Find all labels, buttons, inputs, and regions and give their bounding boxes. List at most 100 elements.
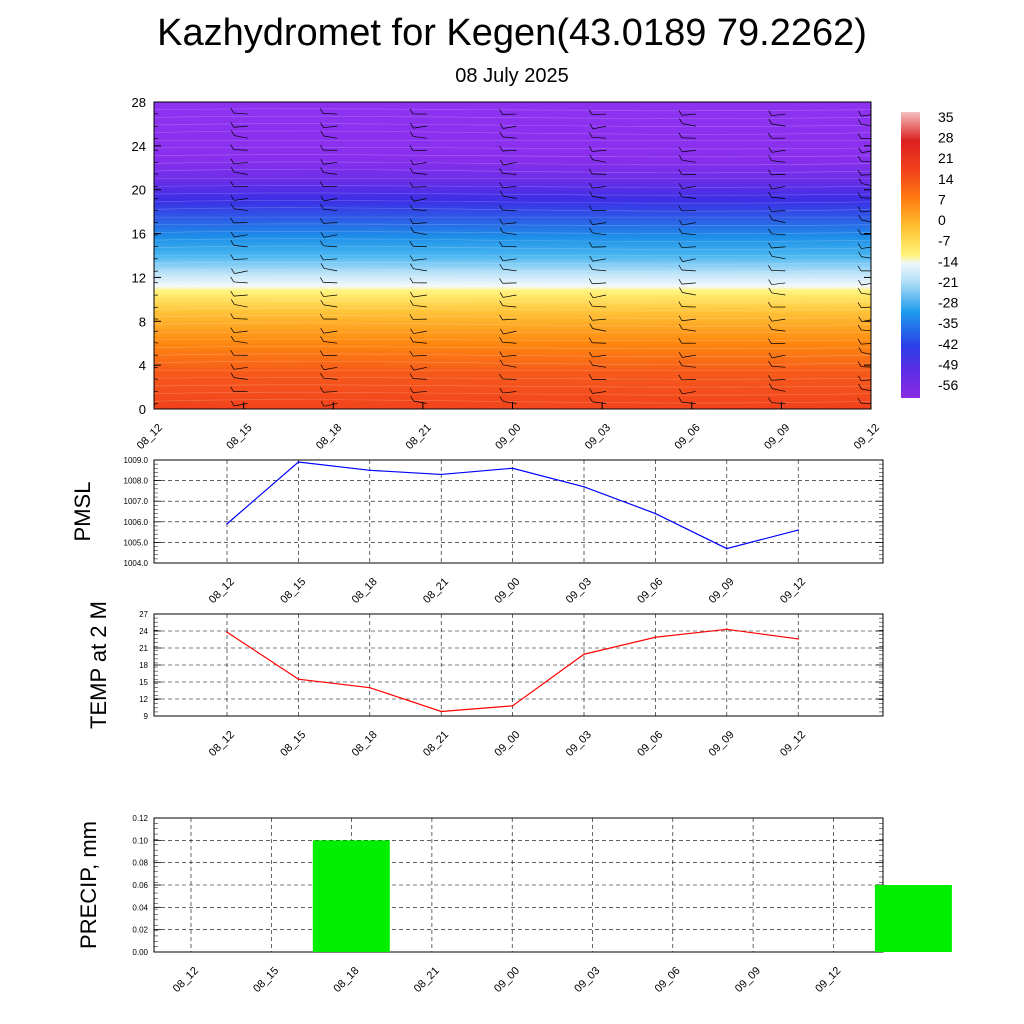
contour-line	[154, 377, 871, 380]
wind-barb	[154, 113, 159, 115]
wind-barb	[154, 306, 159, 309]
plot-frame	[153, 459, 884, 564]
heatmap-y-tick-label: 16	[132, 227, 146, 242]
contour-line	[154, 115, 871, 119]
wind-barb-flag	[678, 352, 683, 358]
wind-barb-flag	[230, 335, 235, 342]
x-tick-label: 09_06	[635, 576, 665, 606]
wind-barb-flag	[857, 155, 862, 162]
data-point	[369, 469, 371, 472]
wind-barb	[502, 186, 517, 188]
data-point	[511, 705, 514, 707]
y-axis-label: PRECIP, mm	[76, 821, 101, 949]
wind-barb	[503, 294, 517, 298]
wind-barb	[412, 209, 427, 211]
wind-barb	[502, 354, 517, 357]
wind-barb-flag	[857, 243, 862, 249]
wind-barb-flag	[679, 256, 683, 262]
y-tick-label: 0.02	[132, 926, 148, 935]
wind-barb	[861, 319, 871, 322]
wind-barb-flag	[857, 397, 862, 404]
wind-barb-flag	[679, 118, 683, 124]
y-tick-label: 1009.0	[124, 456, 149, 465]
wind-barb	[234, 340, 248, 344]
contour-line	[154, 346, 871, 350]
wind-barb	[413, 268, 427, 272]
wind-barb	[412, 378, 427, 380]
wind-barb	[413, 198, 427, 202]
wind-barb-flag	[230, 290, 235, 297]
data-point	[583, 485, 585, 488]
wind-barb-flag	[768, 287, 773, 294]
wind-barb	[323, 208, 338, 211]
wind-barb-flag	[678, 191, 683, 197]
wind-barb	[681, 113, 696, 116]
wind-barb	[413, 231, 427, 236]
wind-barb-flag	[499, 227, 504, 233]
wind-barb-flag	[499, 278, 503, 284]
heatmap-field	[141, 102, 871, 409]
wind-barb	[861, 292, 871, 295]
colorbar-label: -14	[938, 253, 958, 269]
wind-barb	[323, 161, 338, 165]
wind-barb-flag	[319, 144, 324, 151]
wind-barb	[592, 401, 607, 404]
wind-barb	[681, 401, 696, 404]
wind-barb-flag	[857, 133, 862, 139]
x-tick-label: 08_21	[421, 576, 451, 606]
wind-barb	[771, 255, 786, 260]
wind-barb-flag	[231, 268, 235, 274]
colorbar-label: -7	[938, 233, 951, 249]
wind-barb	[413, 125, 427, 129]
wind-barb	[154, 342, 159, 344]
wind-barb-flag	[858, 383, 862, 390]
wind-barb-flag	[141, 158, 144, 163]
wind-barb	[861, 174, 871, 176]
wind-barb-flag	[678, 264, 683, 271]
wind-barb-flag	[230, 144, 234, 150]
wind-barb-flag	[320, 263, 325, 269]
wind-barb-flag	[857, 361, 862, 367]
wind-barb	[592, 364, 607, 368]
wind-barb	[682, 258, 696, 262]
wind-barb	[682, 292, 696, 296]
wind-barb-flag	[768, 352, 773, 358]
wind-barb-flag	[320, 232, 325, 238]
wind-barb-flag	[499, 351, 503, 357]
wind-barb-flag	[768, 214, 773, 220]
wind-barb-flag	[141, 254, 144, 259]
wind-barb	[233, 245, 248, 248]
wind-barb-flag	[678, 360, 683, 366]
wind-barb	[681, 233, 696, 236]
wind-barb	[681, 269, 696, 272]
wind-barb	[771, 246, 786, 249]
y-tick-label: 0.12	[132, 814, 148, 823]
wind-barb-flag	[768, 279, 772, 285]
wind-barb	[412, 391, 427, 394]
heatmap-y-tick-label: 28	[132, 95, 146, 110]
wind-barb-flag	[588, 374, 593, 380]
data-point	[654, 636, 657, 639]
wind-barb-flag	[858, 251, 862, 257]
wind-barb-flag	[678, 397, 683, 403]
wind-barb	[771, 354, 786, 359]
wind-barb-flag	[499, 300, 503, 306]
wind-barb	[412, 222, 427, 225]
y-tick-label: 9	[144, 712, 149, 721]
wind-barb-flag	[230, 349, 234, 356]
wind-barb	[592, 391, 607, 394]
contour-line	[154, 307, 871, 311]
wind-barb	[592, 269, 607, 272]
wind-barb-flag	[230, 181, 234, 187]
colorbar-label: -49	[938, 356, 958, 372]
wind-barb-flag	[230, 276, 235, 283]
wind-barb-flag	[858, 178, 863, 184]
wind-barb-flag	[589, 388, 593, 394]
wind-barb	[592, 113, 607, 116]
wind-barb	[323, 304, 338, 308]
wind-barb-flag	[142, 167, 145, 172]
colorbar-label: 14	[938, 171, 954, 187]
wind-barb-flag	[409, 167, 414, 174]
x-tick-label: 08_18	[350, 729, 380, 759]
wind-barb-flag	[679, 287, 683, 293]
